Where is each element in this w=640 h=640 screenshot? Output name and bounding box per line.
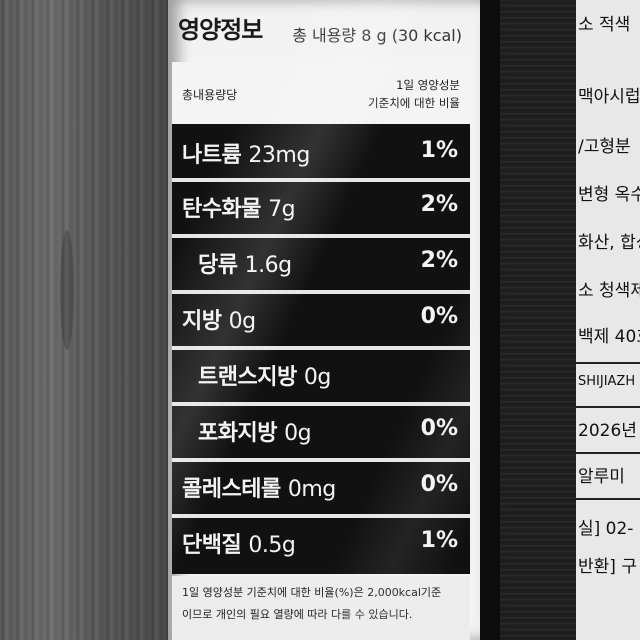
nutrient-row-sodium: 나트륨 23mg 1% — [172, 128, 470, 178]
adjacent-packet-text: 알루미 — [578, 467, 625, 487]
nutrient-percent: 1% — [420, 528, 458, 553]
adjacent-packet-text: 2026년 — [578, 421, 637, 441]
daily-value-label: 1일 영양성분 기준치에 대한 비율 — [350, 76, 460, 112]
nutrient-amount: 1.6g — [244, 253, 292, 278]
nutrient-amount: 0g — [303, 365, 331, 390]
table-divider — [576, 452, 640, 454]
nutrient-percent: 2% — [420, 192, 458, 217]
adjacent-packet-text: 반환] 구 — [578, 557, 637, 577]
row-divider — [172, 178, 470, 182]
nutrient-amount: 7g — [268, 197, 296, 222]
nutrient-name: 콜레스테롤 0mg — [182, 477, 336, 502]
nutrient-amount: 23mg — [248, 143, 310, 168]
total-content: 총 내용량 8 g (30 kcal) — [292, 26, 462, 45]
nutrient-name: 트랜스지방 0g — [198, 365, 331, 390]
adjacent-packet-text: /고형분 — [578, 137, 631, 157]
row-divider — [172, 346, 470, 350]
row-divider — [172, 458, 470, 462]
footnote-line2: 이므로 개인의 필요 열량에 따라 다를 수 있습니다. — [182, 608, 413, 621]
nutrient-percent: 0% — [420, 472, 458, 497]
label-header: 영양정보 총 내용량 8 g (30 kcal) — [178, 4, 468, 60]
nutrition-panel: 총내용량당 1일 영양성분 기준치에 대한 비율 나트륨 23mg 1% 탄수화… — [172, 62, 470, 574]
panel-header: 총내용량당 1일 영양성분 기준치에 대한 비율 — [172, 62, 470, 128]
nutrient-name: 단백질 0.5g — [182, 533, 296, 558]
nutrient-row-carbohydrate: 탄수화물 7g 2% — [172, 182, 470, 232]
nutrient-amount: 0g — [284, 421, 312, 446]
nutrient-amount: 0g — [228, 309, 256, 334]
adjacent-packet-text: 백제 40호 — [578, 327, 640, 347]
daily-value-label-line1: 1일 영양성분 — [396, 78, 460, 92]
per-serving-label: 총내용량당 — [182, 88, 238, 102]
wooden-surface — [0, 0, 170, 640]
nutrient-row-fat: 지방 0g 0% — [172, 294, 470, 344]
nutrient-name: 당류 1.6g — [198, 253, 292, 278]
nutrient-row-cholesterol: 콜레스테롤 0mg 0% — [172, 462, 470, 512]
nutrient-row-protein: 단백질 0.5g 1% — [172, 518, 470, 568]
nutrient-name: 탄수화물 7g — [182, 197, 296, 222]
adjacent-packet-text: 변형 옥수 — [578, 185, 640, 205]
nutrient-amount: 0.5g — [248, 533, 296, 558]
nutrient-percent: 1% — [420, 138, 458, 163]
row-divider — [172, 234, 470, 238]
adjacent-packet-text: 소 적색 — [578, 15, 631, 35]
nutrient-percent: 2% — [420, 248, 458, 273]
table-divider — [576, 498, 640, 500]
adjacent-packet-text: 소 청색제 — [578, 281, 640, 301]
row-divider — [172, 514, 470, 518]
daily-value-footnote: 1일 영양성분 기준치에 대한 비율(%)은 2,000kcal기준 이므로 개… — [172, 576, 470, 640]
adjacent-packet-text: 화산, 합성 — [578, 233, 640, 253]
adjacent-packet: 소 적색 맥아시럽 /고형분 변형 옥수 화산, 합성 소 청색제 백제 40호… — [576, 0, 640, 640]
adjacent-packet-text: 실] 02- — [578, 519, 634, 539]
nutrient-percent: 0% — [420, 416, 458, 441]
nutrient-name: 포화지방 0g — [198, 421, 312, 446]
adjacent-packet-text: 맥아시럽 — [578, 87, 640, 107]
nutrient-amount: 0mg — [287, 477, 336, 502]
nutrition-title: 영양정보 — [178, 16, 263, 44]
table-divider — [576, 406, 640, 408]
footnote-line1: 1일 영양성분 기준치에 대한 비율(%)은 2,000kcal기준 — [182, 586, 442, 599]
nutrient-row-trans-fat: 트랜스지방 0g — [172, 350, 470, 400]
nutrient-percent: 0% — [420, 304, 458, 329]
nutrient-row-sugars: 당류 1.6g 2% — [172, 238, 470, 288]
adjacent-packet-text: SHIJIAZH — [578, 374, 636, 389]
adjacent-packet-table: SHIJIAZH 2026년 알루미 실] 02- 반환] 구 — [576, 362, 640, 584]
nutrient-row-saturated-fat: 포화지방 0g 0% — [172, 406, 470, 456]
sealed-strip-edge — [480, 0, 500, 640]
wood-grain-knot — [60, 230, 74, 350]
nutrient-name: 나트륨 23mg — [182, 143, 310, 168]
row-divider — [172, 290, 470, 294]
nutrient-name: 지방 0g — [182, 309, 256, 334]
daily-value-label-line2: 기준치에 대한 비율 — [368, 96, 460, 110]
row-divider — [172, 402, 470, 406]
